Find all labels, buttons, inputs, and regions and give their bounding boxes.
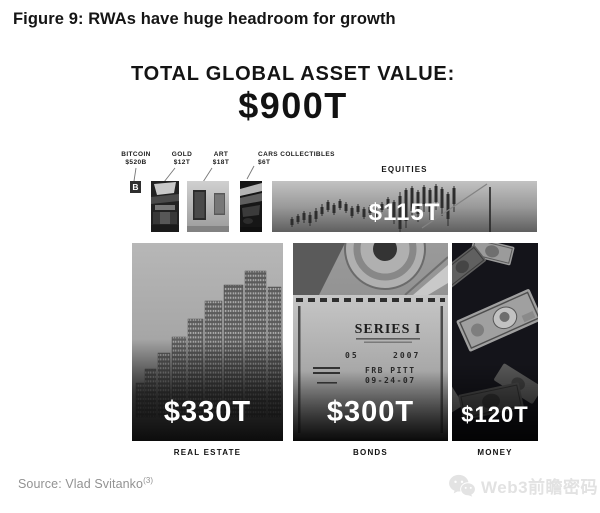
source-attribution: Source: Vlad Svitanko(3): [18, 476, 153, 491]
hundred-dollar-bill: [456, 289, 538, 352]
art-connector-line: [202, 167, 213, 183]
gold-label-value: $12T: [173, 158, 191, 166]
trend-line: [421, 183, 488, 229]
watermark-text: Web3前瞻密码: [481, 478, 599, 497]
label-connector-lines: [133, 165, 255, 183]
wechat-icon: [449, 474, 476, 497]
bond-seal: [344, 243, 426, 290]
chart-heading: TOTAL GLOBAL ASSET VALUE:: [130, 63, 456, 85]
figure-title: Figure 9: RWAs have huge headroom for gr…: [13, 10, 396, 28]
source-text: Source: Vlad Svitanko: [18, 477, 144, 492]
bond-year-text: 2007: [393, 351, 420, 360]
cars-label-name: CARS COLLECTIBLES: [258, 151, 335, 158]
real-estate-value: $330T: [163, 396, 252, 428]
real-estate-photo: [132, 243, 283, 441]
cars-label-value: $6T: [258, 158, 271, 166]
bond-bank-text: FRB PITT: [365, 366, 416, 375]
bonds-label: BONDS: [353, 448, 388, 457]
gold-label-name: GOLD: [171, 151, 193, 158]
source-reference: (3): [143, 476, 154, 485]
watermark: Web3前瞻密码: [448, 473, 598, 498]
bitcoin-label-name: BITCOIN: [121, 151, 151, 158]
art-label: ART $18T: [193, 151, 249, 166]
equities-label: EQUITIES: [381, 165, 428, 174]
money-label: MONEY: [477, 448, 513, 457]
bitcoin-icon: B: [130, 181, 141, 193]
art-photo: [187, 181, 229, 232]
bonds-value: $300T: [326, 396, 415, 428]
bitcoin-label: BITCOIN $520B: [108, 151, 164, 166]
real-estate-label: REAL ESTATE: [173, 448, 242, 457]
art-label-name: ART: [213, 151, 229, 158]
total-asset-value: $900T: [238, 85, 348, 126]
gold-photo: [151, 181, 179, 232]
equities-value: $115T: [368, 199, 441, 226]
cars-connector-line: [246, 165, 255, 180]
bond-series-text: SERIES I: [355, 322, 422, 337]
bonds-photo: SERIES I 05 2007 FRB PITT 09-24-07: [293, 243, 448, 441]
money-value: $120T: [461, 402, 529, 427]
cars-photo: [240, 181, 262, 232]
equities-photo: [272, 181, 537, 232]
gold-connector-line: [163, 167, 176, 183]
cars-collectibles-label: CARS COLLECTIBLES $6T: [258, 151, 350, 166]
gold-label: GOLD $12T: [154, 151, 210, 166]
bitcoin-connector-line: [133, 167, 137, 182]
art-label-value: $18T: [212, 158, 230, 166]
money-photo: [452, 243, 538, 441]
bitcoin-label-value: $520B: [125, 158, 147, 166]
bond-month-text: 05: [345, 351, 359, 360]
